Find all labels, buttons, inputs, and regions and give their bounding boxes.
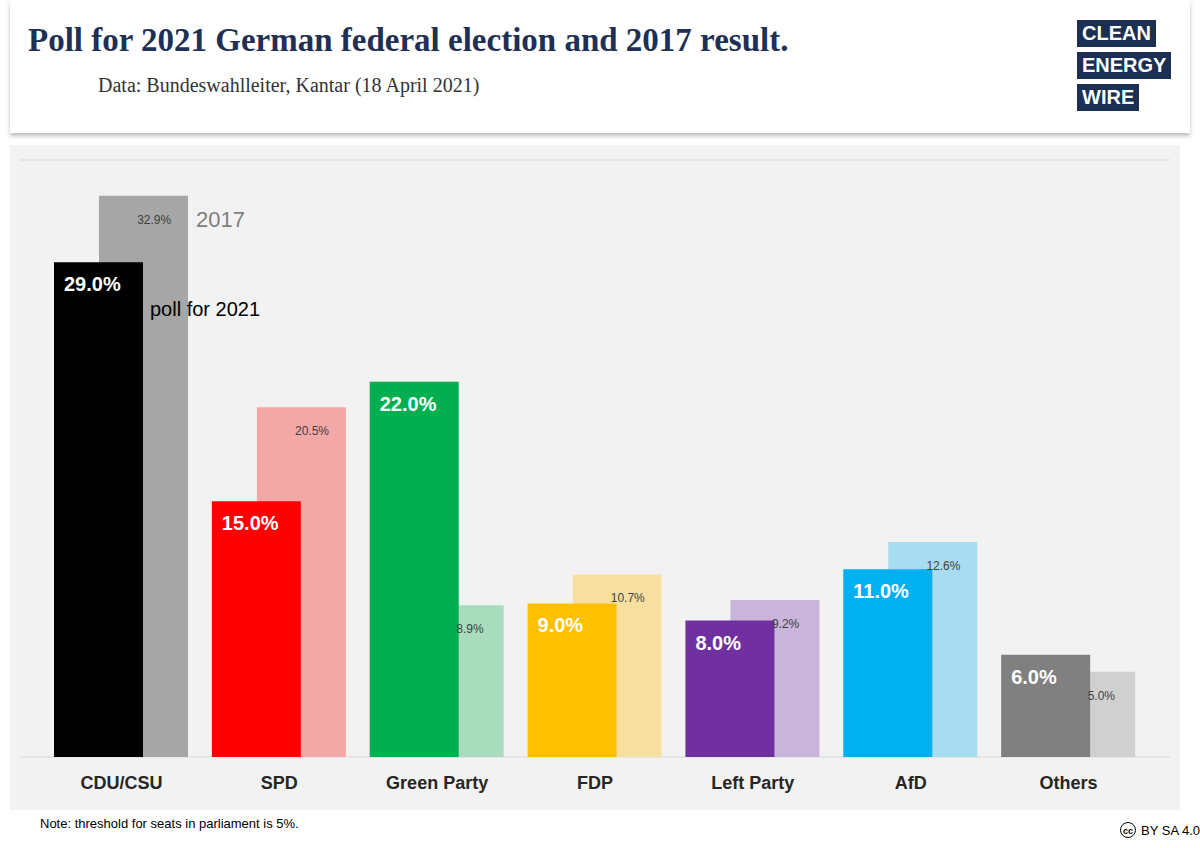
- svg-text:9.0%: 9.0%: [538, 614, 584, 636]
- svg-text:9.2%: 9.2%: [772, 617, 800, 631]
- html-text:CLEAN: CLEAN: [1082, 22, 1151, 44]
- svg-text:12.6%: 12.6%: [926, 559, 960, 573]
- svg-text:32.9%: 32.9%: [137, 213, 171, 227]
- svg-text:2017: 2017: [196, 207, 245, 232]
- svg-text:11.0%: 11.0%: [853, 580, 909, 602]
- svg-text:Others: Others: [1040, 773, 1098, 793]
- svg-text:29.0%: 29.0%: [64, 273, 121, 295]
- html-text:BY SA 4.0: BY SA 4.0: [1141, 822, 1200, 838]
- svg-text:8.0%: 8.0%: [695, 632, 741, 654]
- svg-text:15.0%: 15.0%: [222, 512, 279, 534]
- svg-text:22.0%: 22.0%: [380, 393, 437, 415]
- svg-text:SPD: SPD: [261, 773, 298, 793]
- svg-text:CDU/CSU: CDU/CSU: [80, 773, 162, 793]
- svg-text:20.5%: 20.5%: [295, 424, 329, 438]
- svg-text:Left Party: Left Party: [711, 773, 794, 793]
- svg-text:6.0%: 6.0%: [1011, 666, 1057, 688]
- svg-text:8.9%: 8.9%: [456, 622, 484, 636]
- html-text:Note: threshold for seats in p: Note: threshold for seats in parliament …: [40, 816, 299, 831]
- svg-text:Green Party: Green Party: [386, 773, 488, 793]
- html-text:Data: Bundeswahlleiter, Kantar: Data: Bundeswahlleiter, Kantar (18 April…: [98, 74, 480, 96]
- svg-text:AfD: AfD: [895, 773, 927, 793]
- html-text:ENERGY: ENERGY: [1082, 54, 1167, 76]
- html-text:WIRE: WIRE: [1082, 86, 1135, 108]
- svg-text:poll for 2021: poll for 2021: [150, 298, 260, 320]
- svg-text:5.0%: 5.0%: [1088, 689, 1116, 703]
- svg-text:10.7%: 10.7%: [611, 591, 645, 605]
- html-text:cc: cc: [1123, 826, 1133, 836]
- svg-text:FDP: FDP: [577, 773, 613, 793]
- html-text:Poll for 2021 German federal e: Poll for 2021 German federal election an…: [28, 22, 789, 58]
